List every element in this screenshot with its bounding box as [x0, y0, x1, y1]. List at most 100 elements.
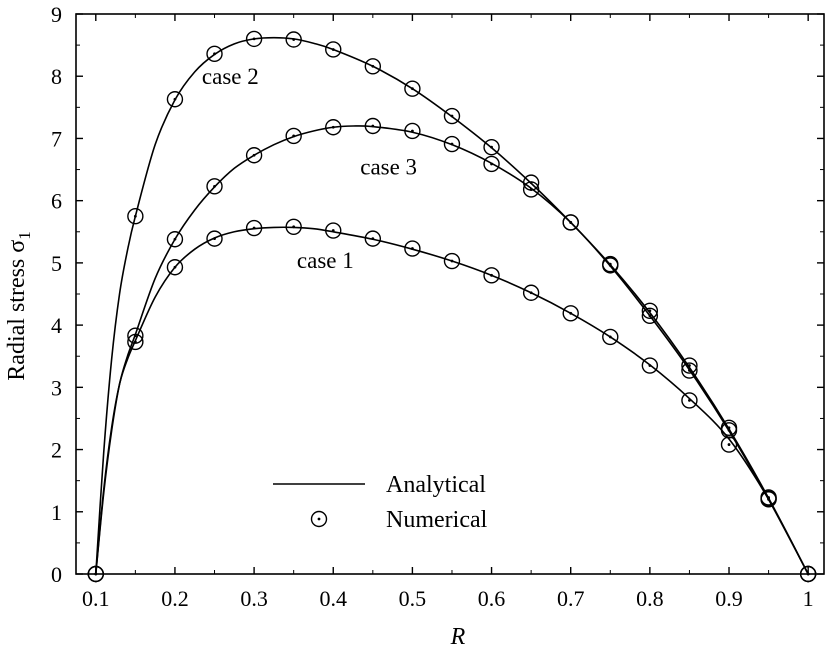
x-tick-label: 0.4: [319, 586, 347, 611]
legend-label-analytical: Analytical: [386, 472, 486, 498]
numerical-point-dot-case-2: [411, 87, 414, 91]
numerical-point-case-3: [522, 181, 540, 198]
numerical-point-case-1: [166, 259, 184, 276]
numerical-point-dot-case-2: [133, 214, 137, 218]
numerical-point-case-1: [641, 357, 659, 374]
numerical-point-case-3: [720, 422, 738, 439]
y-tick-label: 4: [51, 313, 62, 338]
numerical-point-case-3: [641, 307, 659, 324]
numerical-point-case-1: [562, 305, 579, 322]
numerical-point-dot-case-3: [767, 497, 770, 501]
y-tick-label: 6: [51, 189, 62, 214]
x-tick-label: 0.6: [478, 586, 506, 611]
numerical-point-dot-case-2: [213, 52, 216, 56]
numerical-point-case-2: [404, 80, 421, 97]
numerical-point-dot-case-3: [727, 428, 731, 432]
numerical-point-dot-case-3: [331, 125, 335, 129]
numerical-point-dot-case-1: [569, 311, 573, 315]
numerical-point-case-1: [443, 252, 461, 270]
numerical-point-dot-case-2: [252, 37, 256, 41]
numerical-point-dot-case-3: [648, 314, 652, 318]
numerical-point-case-1: [364, 230, 382, 247]
numerical-point-case-2: [483, 138, 500, 156]
numerical-point-dot-case-3: [292, 134, 296, 138]
numerical-point-case-1: [404, 240, 421, 257]
series-label-case-1: case 1: [297, 248, 354, 273]
numerical-point-case-3: [245, 147, 263, 164]
numerical-point-case-2: [443, 107, 461, 125]
numerical-point-dot-case-1: [292, 225, 296, 229]
numerical-point-dot-case-3: [252, 153, 256, 157]
y-tick-label: 5: [51, 251, 62, 276]
numerical-point-dot-case-1: [213, 237, 216, 241]
x-tick-label: 0.5: [399, 586, 427, 611]
numerical-point-dot-case-1: [648, 364, 652, 367]
numerical-point-dot-case-3: [371, 124, 375, 128]
numerical-point-case-2: [245, 30, 263, 48]
numerical-point-dot-case-3: [133, 334, 137, 338]
numerical-point-dot-case-2: [688, 364, 691, 367]
x-tick-label: 0.3: [240, 586, 268, 611]
numerical-point-case-1: [681, 392, 698, 409]
numerical-point-dot-case-3: [608, 263, 612, 267]
numerical-point-case-3: [562, 214, 579, 231]
numerical-point-case-2: [206, 45, 223, 63]
numerical-point-dot-case-3: [213, 184, 216, 188]
numerical-point-case-3: [760, 490, 777, 507]
numerical-point-dot-case-1: [331, 229, 335, 232]
numerical-point-dot-case-2: [292, 38, 296, 41]
numerical-point-dot-case-2: [450, 114, 454, 118]
y-tick-label: 3: [51, 375, 62, 400]
numerical-point-case-2: [364, 58, 382, 75]
y-tick-label: 8: [51, 64, 62, 89]
legend-label-numerical: Numerical: [386, 507, 488, 533]
numerical-point-case-2: [285, 31, 302, 48]
numerical-point-dot-case-1: [371, 237, 375, 241]
legend: Analytical Numerical: [273, 472, 488, 533]
numerical-point-case-1: [602, 328, 619, 346]
numerical-point-dot-case-2: [648, 309, 652, 313]
x-tick-label: 0.2: [161, 586, 189, 611]
numerical-point-case-1: [285, 218, 302, 236]
analytical-curve-case-1: [94, 226, 809, 575]
points-layer: [87, 30, 817, 583]
numerical-point-case-1: [522, 284, 540, 301]
numerical-point-case-3: [166, 231, 184, 248]
numerical-point-case-3: [681, 362, 698, 379]
x-axis-title: R: [450, 624, 466, 650]
y-tick-label: 9: [51, 2, 62, 27]
y-tick-label: 1: [51, 500, 62, 525]
numerical-point-case-3: [364, 117, 382, 135]
y-axis-title-main: Radial stress σ: [4, 240, 30, 381]
y-tick-label: 7: [51, 126, 62, 151]
x-tick-label: 0.9: [715, 586, 743, 611]
numerical-point-dot-case-1: [727, 443, 731, 446]
numerical-point-case-1: [325, 222, 342, 239]
numerical-point-dot-case-3: [688, 369, 691, 372]
numerical-point-dot-case-3: [490, 162, 493, 166]
numerical-point-dot-case-1: [608, 335, 612, 339]
numerical-point-case-3: [325, 119, 342, 136]
numerical-point-dot-case-3: [529, 188, 533, 191]
numerical-point-case-3: [602, 257, 619, 274]
numerical-point-case-3: [483, 155, 500, 173]
numerical-point-dot-case-3: [569, 221, 573, 224]
ticks-layer: 0.1 0.2 0.3 0.4 0.5 0.6 0.7 0.8 0.9 1 0 1 2 3 4 5 6 7 8 9: [51, 2, 824, 611]
analytical-curve-case-3: [94, 125, 809, 575]
numerical-point-case-2: [325, 41, 342, 58]
y-tick-label: 0: [51, 562, 62, 587]
numerical-point-case-2: [641, 302, 659, 319]
plot-frame: [75, 13, 825, 575]
numerical-point-case-2: [127, 208, 144, 225]
numerical-point-case-3: [127, 327, 144, 344]
numerical-point-dot-case-1: [490, 273, 493, 277]
x-tick-label: 1: [803, 586, 814, 611]
y-axis-title-subscript: 1: [15, 231, 34, 240]
numerical-point-case-3: [206, 178, 223, 195]
y-axis-title: Radial stress σ1: [4, 231, 34, 380]
numerical-point-case-2: [166, 91, 184, 108]
x-tick-label: 0.7: [557, 586, 585, 611]
numerical-point-dot-case-2: [727, 426, 731, 430]
numerical-point-case-3: [285, 127, 302, 145]
numerical-point-case-1: [206, 230, 223, 247]
